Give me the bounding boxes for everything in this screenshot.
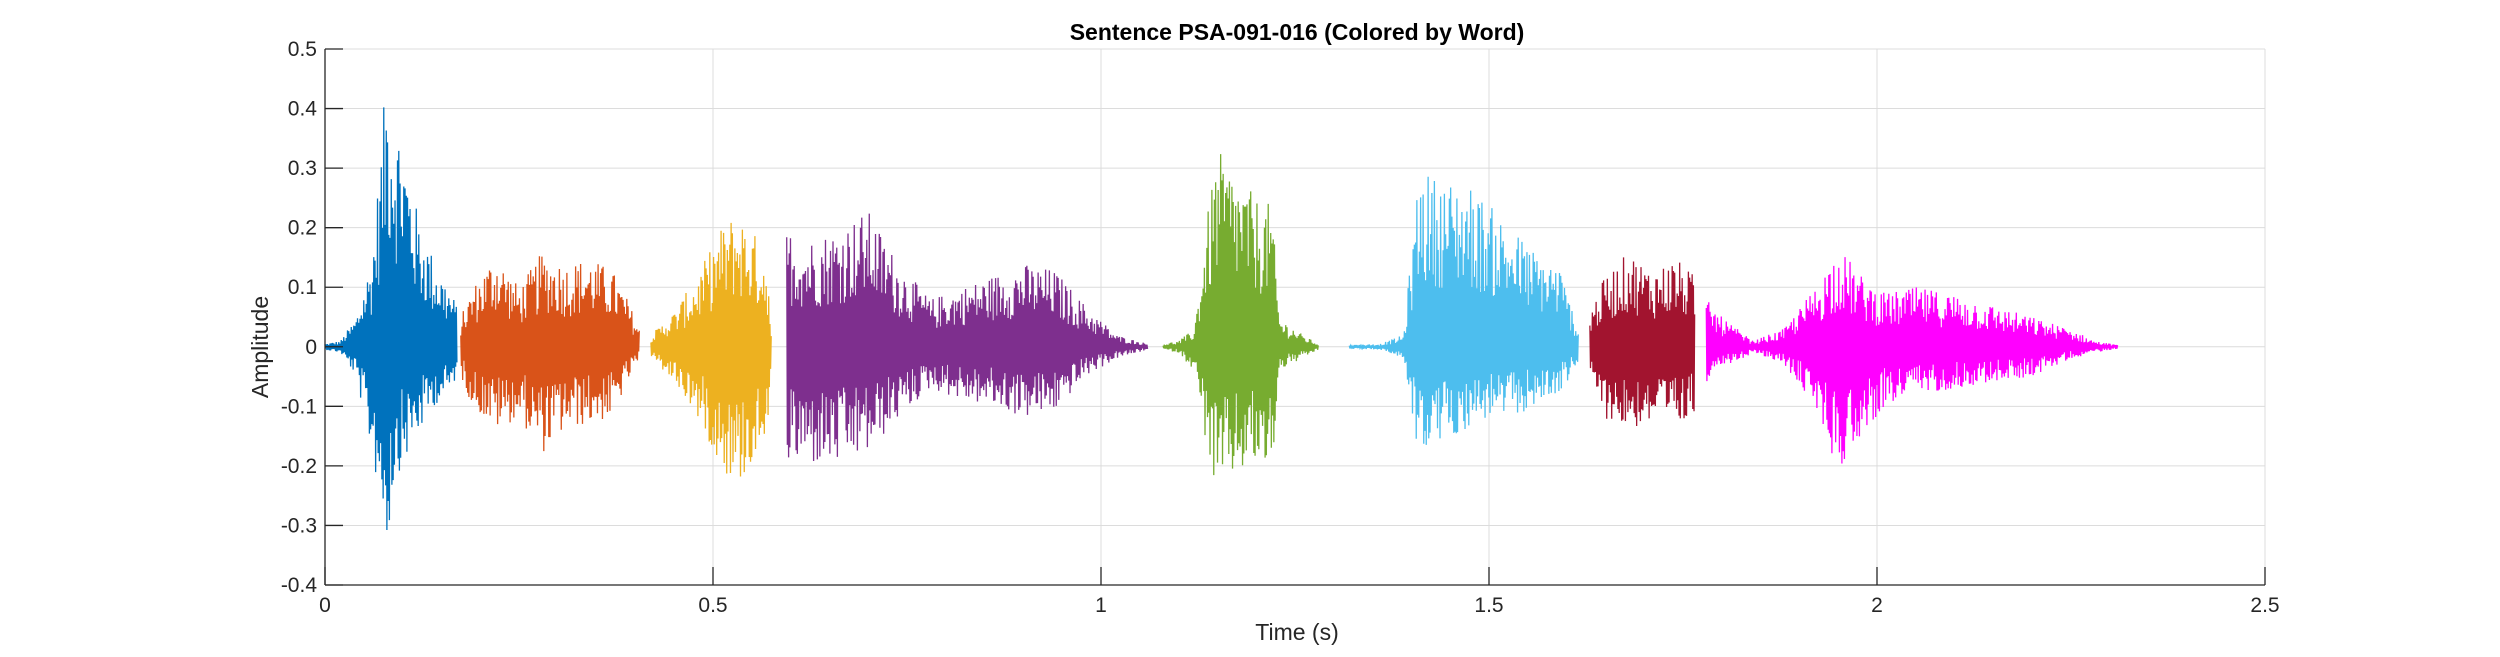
x-tick-label: 1.5 [1474,594,1503,617]
y-tick-label: 0.4 [288,98,318,121]
axes [324,48,2266,586]
waveform-segment-1 [324,107,458,531]
y-tick-label: 0.2 [288,217,317,240]
waveform-segment-7 [1589,257,1696,426]
waveform-segment-8 [1705,257,2119,464]
y-tick-label: -0.1 [281,395,317,418]
y-tick-label: 0.3 [288,157,317,180]
grid [324,48,2266,586]
y-axis-label: Amplitude [247,296,273,398]
waveform-segment-5 [1162,154,1319,476]
x-tick-label: 1 [1095,594,1107,617]
y-tick-label: 0 [305,336,317,359]
y-tick-label: -0.4 [281,574,318,597]
waveform-segment-3 [650,222,772,477]
y-tick-label: -0.3 [281,514,317,537]
x-tick-label: 0.5 [698,594,727,617]
y-tick-label: 0.5 [288,38,317,61]
chart-title: Sentence PSA-091-016 (Colored by Word) [1070,19,1525,45]
waveform-segments [324,107,2119,531]
waveform-segment-6 [1348,176,1579,445]
x-tick-label: 0 [319,594,331,617]
tick-labels: 0 0.5 1 1.5 2 2.5 -0.4 -0.3 -0.2 -0.1 0 0.1 0.2 0.3 0.… [281,38,2280,617]
y-tick-label: 0.1 [288,276,317,299]
x-axis-label: Time (s) [1255,619,1338,645]
x-tick-label: 2 [1871,594,1883,617]
waveform-segment-2 [460,256,640,452]
x-tick-label: 2.5 [2250,594,2279,617]
y-tick-label: -0.2 [281,455,317,478]
waveform-segment-4 [786,213,1149,461]
